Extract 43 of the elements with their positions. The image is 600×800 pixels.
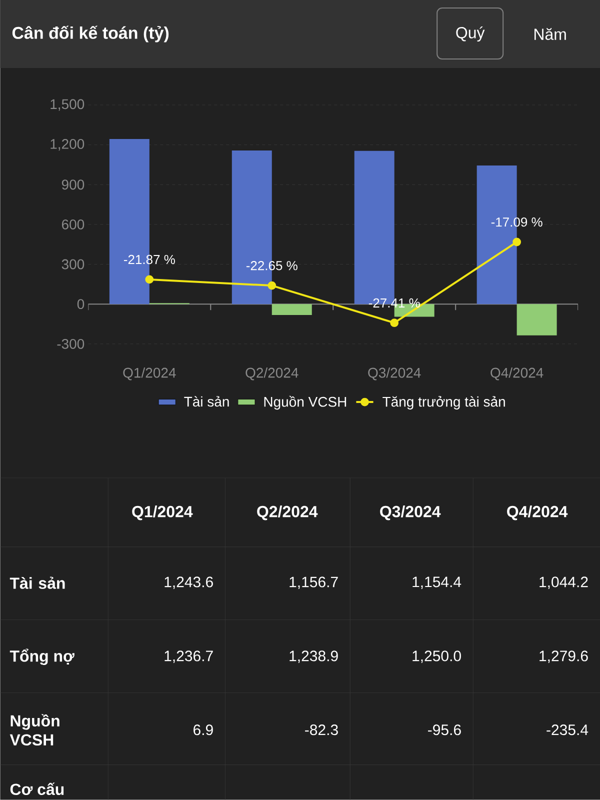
point xyxy=(512,238,521,246)
data-label: 1,156.7 xyxy=(290,576,338,590)
x-tick-label: Q3/2024 xyxy=(368,367,421,380)
legend-label: Tăng trưởng tài sản xyxy=(382,396,505,410)
point xyxy=(145,275,154,284)
y-tick-label: 1,500 xyxy=(50,99,84,111)
bar xyxy=(516,304,557,336)
x-tick-label: Q1/2024 xyxy=(123,367,176,380)
data-label: 6.9 xyxy=(193,724,213,736)
text: 1,238.9 xyxy=(290,650,338,664)
chart-title: Cân đối kế toán (tỷ) xyxy=(12,26,168,42)
point xyxy=(268,281,276,290)
category-label: Q2/2024 xyxy=(256,506,318,520)
text: 1,279.6 xyxy=(540,650,588,664)
bar xyxy=(272,304,312,316)
text: Năm xyxy=(534,28,566,40)
data-label: -95.6 xyxy=(428,724,461,736)
point xyxy=(390,318,398,328)
text: Cơ cấu xyxy=(10,782,64,796)
text: Quý xyxy=(456,26,485,42)
legend-label: Nguồn VCSH xyxy=(264,396,346,410)
data-label: 1,154.4 xyxy=(412,576,461,589)
y-tick-label: 1,200 xyxy=(50,139,84,151)
category-label: Q4/2024 xyxy=(506,506,568,520)
y-tick-label: -300 xyxy=(57,338,84,349)
data-label: 1,044.2 xyxy=(540,576,588,590)
y-tick-label: 600 xyxy=(62,219,84,230)
y-tick-label: 300 xyxy=(62,259,84,270)
category-label: Q3/2024 xyxy=(380,506,441,520)
text: Tổng nợ xyxy=(10,648,74,665)
text: Nguồn VCSH xyxy=(10,714,60,746)
x-tick-label: Q4/2024 xyxy=(490,367,544,380)
legend-label: Tài sản xyxy=(184,396,229,407)
text: 1,250.0 xyxy=(412,650,461,664)
y-tick-label: 0 xyxy=(77,299,84,310)
text: Tài sản xyxy=(10,576,65,589)
x-tick-label: Q2/2024 xyxy=(246,367,298,380)
text: 1,236.7 xyxy=(164,650,213,664)
y-tick-label: 900 xyxy=(62,180,84,190)
data-label: 1,243.6 xyxy=(164,576,213,590)
data-label: -235.4 xyxy=(546,724,588,736)
category-label: Q1/2024 xyxy=(132,506,193,520)
data-label: -82.3 xyxy=(304,724,338,736)
